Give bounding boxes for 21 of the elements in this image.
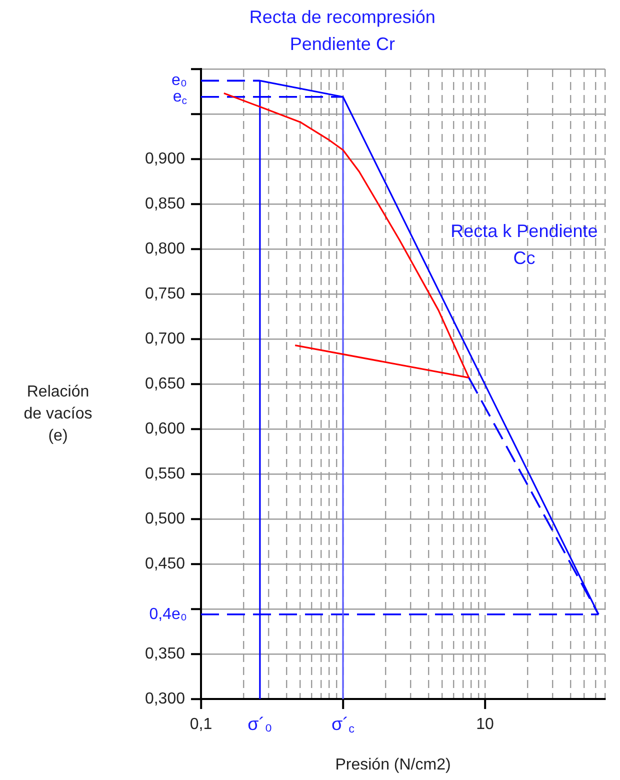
x-tick-label: 0,1 [190, 716, 212, 734]
y-axis-title: Relación de vacíos (e) [24, 383, 92, 444]
x-tick-label: 10 [476, 716, 494, 734]
y-tick-label: 0,550 [144, 465, 186, 482]
annotation: 0,4e₀ [149, 606, 187, 623]
y-tick-label: 0,350 [144, 645, 186, 662]
annotation: e₀ [171, 72, 188, 90]
text: Recta de recompresión Pendiente Cr [249, 6, 436, 54]
annotation: Recta k Pendiente Cc [450, 220, 598, 268]
y-tick-label: 0,500 [144, 510, 186, 528]
y-tick-label: 0,300 [144, 690, 186, 708]
x-axis-title: Presión (N/cm2) [335, 756, 451, 774]
annotation: σ´₀ [248, 714, 272, 734]
y-tick-label: 0,650 [144, 375, 186, 392]
y-tick-label: 0,800 [144, 240, 186, 258]
y-tick-label: 0,850 [144, 195, 186, 212]
y-tick-label: 0,900 [144, 150, 186, 168]
y-tick-label: 0,750 [144, 285, 186, 302]
y-tick-label: 0,700 [144, 330, 186, 348]
y-tick-label: 0,600 [144, 420, 186, 438]
y-tick-label: 0,450 [144, 555, 186, 572]
